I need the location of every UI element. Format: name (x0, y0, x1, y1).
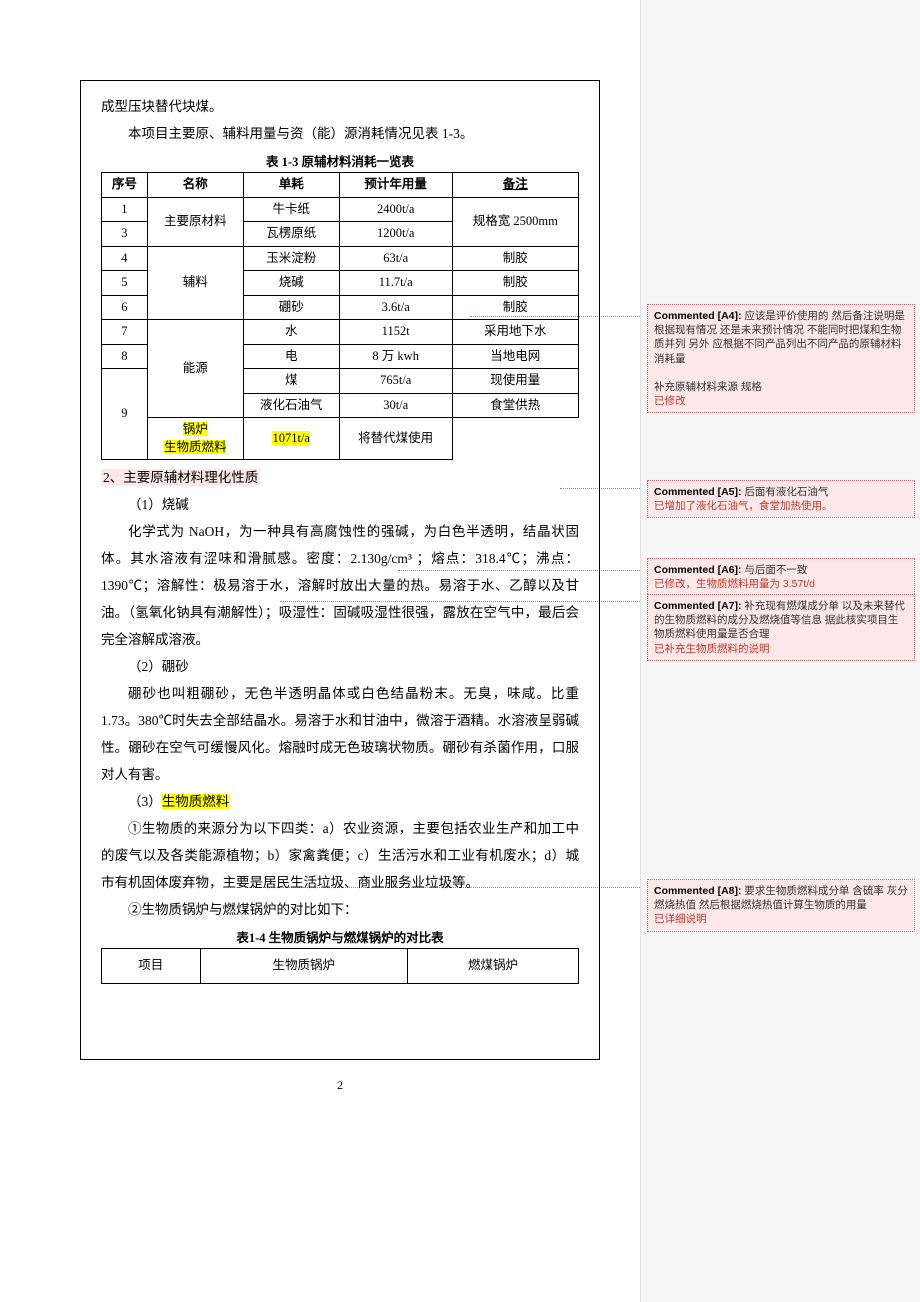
comment-A7[interactable]: Commented [A7]: 补充现有燃煤成分单 以及未来替代的生物质燃料的成… (647, 594, 915, 661)
table1-header: 单耗 (243, 173, 339, 198)
comment-A5[interactable]: Commented [A5]: 后面有液化石油气已增加了液化石油气，食堂加热使用… (647, 480, 915, 518)
page-wrapper: 成型压块替代块煤。 本项目主要原、辅料用量与资（能）源消耗情况见表 1-3。 表… (0, 0, 640, 1133)
sub1-body: 化学式为 NaOH，为一种具有高腐蚀性的强碱，为白色半透明，结晶状固体。其水溶液… (101, 518, 579, 653)
table1-header: 序号 (102, 173, 148, 198)
comparison-table: 项目生物质锅炉燃煤锅炉 (101, 948, 579, 984)
sub3-highlight: 生物质燃料 (162, 794, 230, 809)
table2-header: 生物质锅炉 (200, 949, 407, 984)
table-row: 7能源水1152t采用地下水 (102, 320, 579, 345)
document-body: 成型压块替代块煤。 本项目主要原、辅料用量与资（能）源消耗情况见表 1-3。 表… (80, 80, 600, 1060)
table1-header: 备注 (452, 173, 578, 198)
sub3-label: （3） (128, 794, 162, 809)
table-row: 1主要原材料牛卡纸2400t/a规格宽 2500mm (102, 197, 579, 222)
materials-table: 序号名称单耗预计年用量备注1主要原材料牛卡纸2400t/a规格宽 2500mm3… (101, 172, 579, 460)
section2-heading: 2、主要原辅材料理化性质 (101, 464, 579, 491)
section2-title-text: 2、主要原辅材料理化性质 (101, 469, 260, 486)
intro-line-2: 本项目主要原、辅料用量与资（能）源消耗情况见表 1-3。 (101, 120, 579, 147)
sub3-p1: ①生物质的来源分为以下四类：a）农业资源，主要包括农业生产和加工中的废气以及各类… (101, 815, 579, 896)
table1-caption: 表 1-3 原辅材料消耗一览表 (101, 151, 579, 170)
table2-header: 项目 (102, 949, 201, 984)
table-row: 锅炉 生物质燃料1071t/a将替代煤使用 (102, 418, 579, 460)
comments-sidebar: Commented [A4]: 应该是评价使用的 然后备注说明是根据现有情况 还… (640, 0, 920, 1302)
comment-A8[interactable]: Commented [A8]: 要求生物质燃料成分单 含硫率 灰分 燃烧热值 然… (647, 879, 915, 932)
intro-line-1: 成型压块替代块煤。 (101, 93, 579, 120)
sub1-title: （1）烧碱 (101, 491, 579, 518)
sub3-p2: ②生物质锅炉与燃煤锅炉的对比如下： (101, 896, 579, 923)
table1-header: 名称 (147, 173, 243, 198)
table2-caption: 表1-4 生物质锅炉与燃煤锅炉的对比表 (101, 927, 579, 946)
page-number: 2 (80, 1078, 600, 1093)
sub2-body: 硼砂也叫粗硼砂，无色半透明晶体或白色结晶粉末。无臭，味咸。比重 1.73。380… (101, 680, 579, 788)
table-row: 4辅料玉米淀粉63t/a制胶 (102, 246, 579, 271)
comment-A6[interactable]: Commented [A6]: 与后面不一致已修改，生物质燃料用量为 3.57t… (647, 558, 915, 596)
sub2-title: （2）硼砂 (101, 653, 579, 680)
sub3-title: （3）生物质燃料 (101, 788, 579, 815)
table1-header: 预计年用量 (339, 173, 452, 198)
comment-A4[interactable]: Commented [A4]: 应该是评价使用的 然后备注说明是根据现有情况 还… (647, 304, 915, 413)
table2-header: 燃煤锅炉 (407, 949, 578, 984)
